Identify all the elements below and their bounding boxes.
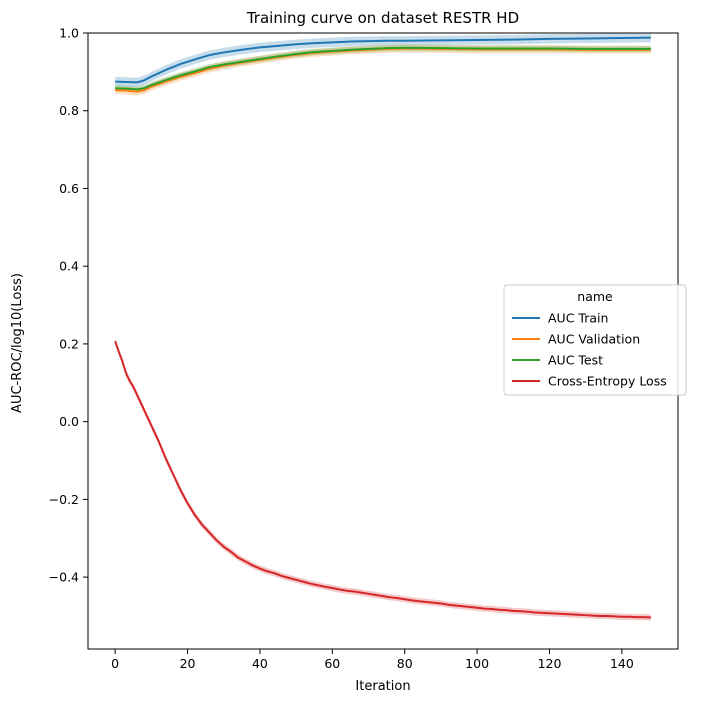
- y-tick-label-4: 0.4: [59, 259, 79, 274]
- x-axis-label: Iteration: [355, 679, 410, 694]
- x-tick-label-1: 20: [180, 656, 196, 671]
- y-axis-label: AUC-ROC/log10(Loss): [10, 273, 25, 413]
- series-band-0: [115, 33, 651, 88]
- y-tick-label-7: 1.0: [59, 26, 79, 41]
- x-tick-label-0: 0: [111, 656, 119, 671]
- y-tick-label-5: 0.6: [59, 181, 79, 196]
- y-tick-label-1: −0.2: [49, 492, 79, 507]
- legend-label-2: AUC Test: [548, 353, 603, 368]
- legend: name AUC Train AUC Validation AUC Test Cross…: [503, 284, 687, 396]
- x-tick-label-7: 140: [610, 656, 634, 671]
- x-tick-label-4: 80: [397, 656, 413, 671]
- legend-label-0: AUC Train: [548, 311, 608, 326]
- series-line-3: [114, 340, 651, 619]
- series-line-0: [115, 36, 651, 84]
- x-tick-label-6: 120: [538, 656, 562, 671]
- y-tick-label-3: 0.2: [59, 336, 79, 351]
- series-line-2: [115, 46, 651, 91]
- chart-title: Training curve on dataset RESTR HD: [246, 9, 519, 27]
- x-tick-label-5: 100: [465, 656, 489, 671]
- series-lines: [114, 36, 651, 619]
- legend-title: name: [577, 289, 613, 304]
- legend-label-3: Cross-Entropy Loss: [548, 374, 667, 389]
- legend-label-1: AUC Validation: [548, 332, 640, 347]
- y-tick-label-0: −0.4: [49, 570, 79, 585]
- legend-frame: [503, 284, 687, 396]
- x-tick-label-3: 60: [324, 656, 340, 671]
- y-tick-label-2: 0.0: [59, 414, 79, 429]
- y-tick-label-6: 0.8: [59, 103, 79, 118]
- x-tick-label-2: 40: [252, 656, 268, 671]
